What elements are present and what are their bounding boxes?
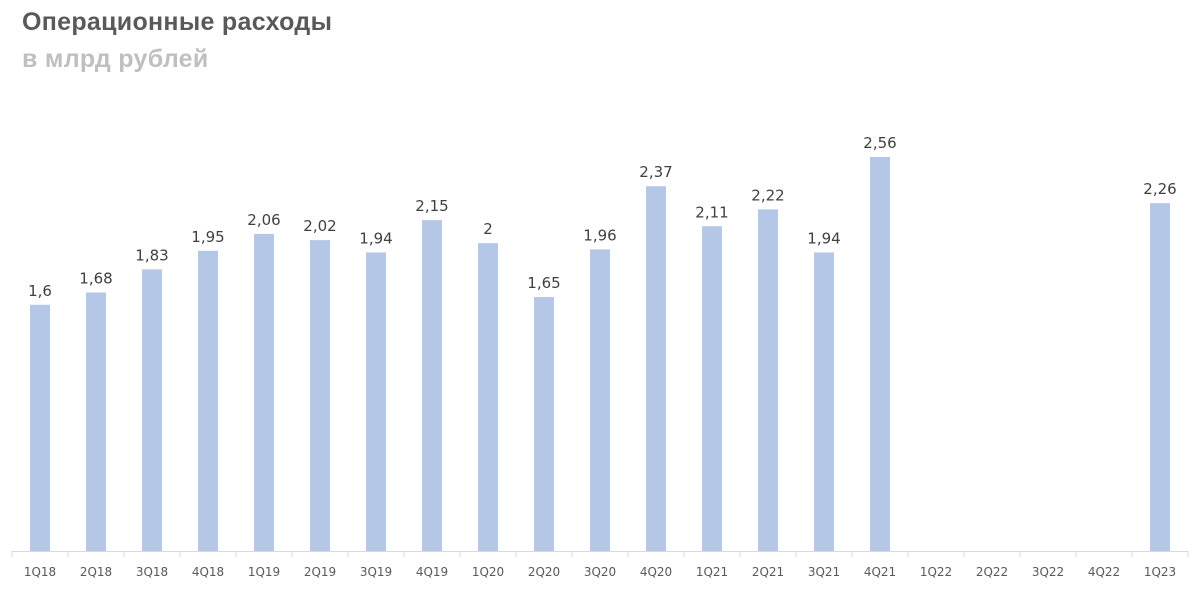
bar-3Q21 (814, 252, 834, 551)
x-tick-label-3Q22: 3Q22 (1032, 565, 1064, 579)
x-tick-label-4Q18: 4Q18 (192, 565, 224, 579)
x-tick-label-1Q23: 1Q23 (1144, 565, 1176, 579)
data-label-2Q21: 2,22 (751, 186, 784, 204)
bar-4Q19 (422, 220, 442, 551)
bar-1Q19 (254, 233, 274, 551)
bar-1Q20 (478, 243, 498, 551)
data-label-4Q19: 2,15 (415, 197, 448, 215)
x-tick-label-1Q18: 1Q18 (24, 565, 56, 579)
data-label-1Q21: 2,11 (695, 203, 728, 221)
bar-2Q20 (534, 297, 554, 551)
x-tick-label-3Q19: 3Q19 (360, 565, 392, 579)
bar-2Q19 (310, 240, 330, 551)
data-label-1Q23: 2,26 (1143, 180, 1176, 198)
x-tick-label-4Q22: 4Q22 (1088, 565, 1120, 579)
x-tick-label-2Q22: 2Q22 (976, 565, 1008, 579)
bar-3Q18 (142, 269, 162, 551)
x-tick-label-2Q18: 2Q18 (80, 565, 112, 579)
x-tick-label-1Q21: 1Q21 (696, 565, 728, 579)
bar-3Q19 (366, 252, 386, 551)
x-tick-label-4Q19: 4Q19 (416, 565, 448, 579)
bar-2Q18 (86, 292, 106, 551)
x-tick-label-2Q21: 2Q21 (752, 565, 784, 579)
data-label-4Q21: 2,56 (863, 134, 896, 152)
x-tick-label-1Q20: 1Q20 (472, 565, 504, 579)
x-tick-label-3Q18: 3Q18 (136, 565, 168, 579)
data-label-4Q20: 2,37 (639, 163, 672, 181)
bar-4Q20 (646, 186, 666, 551)
bar-1Q18 (30, 304, 50, 551)
x-tick-label-4Q21: 4Q21 (864, 565, 896, 579)
x-tick-label-1Q22: 1Q22 (920, 565, 952, 579)
bar-4Q21 (870, 157, 890, 551)
bar-1Q23 (1150, 203, 1170, 551)
x-tick-label-4Q20: 4Q20 (640, 565, 672, 579)
data-label-2Q19: 2,02 (303, 217, 336, 235)
bar-2Q21 (758, 209, 778, 551)
bar-3Q20 (590, 249, 610, 551)
chart-title: Операционные расходы (22, 8, 333, 36)
chart-subtitle: в млрд рублей (22, 45, 209, 73)
data-label-3Q18: 1,83 (135, 246, 168, 264)
data-label-1Q18: 1,6 (28, 282, 52, 300)
x-tick-label-3Q20: 3Q20 (584, 565, 616, 579)
bar-1Q21 (702, 226, 722, 551)
x-tick-label-2Q19: 2Q19 (304, 565, 336, 579)
data-label-2Q18: 1,68 (79, 269, 112, 287)
data-label-3Q20: 1,96 (583, 226, 616, 244)
data-label-3Q19: 1,94 (359, 229, 392, 247)
data-label-4Q18: 1,95 (191, 228, 224, 246)
bar-4Q18 (198, 250, 218, 551)
x-tick-label-3Q21: 3Q21 (808, 565, 840, 579)
data-label-1Q20: 2 (483, 220, 493, 238)
data-label-3Q21: 1,94 (807, 229, 840, 247)
data-label-2Q20: 1,65 (527, 274, 560, 292)
x-tick-label-2Q20: 2Q20 (528, 565, 560, 579)
x-tick-label-1Q19: 1Q19 (248, 565, 280, 579)
data-label-1Q19: 2,06 (247, 211, 280, 229)
